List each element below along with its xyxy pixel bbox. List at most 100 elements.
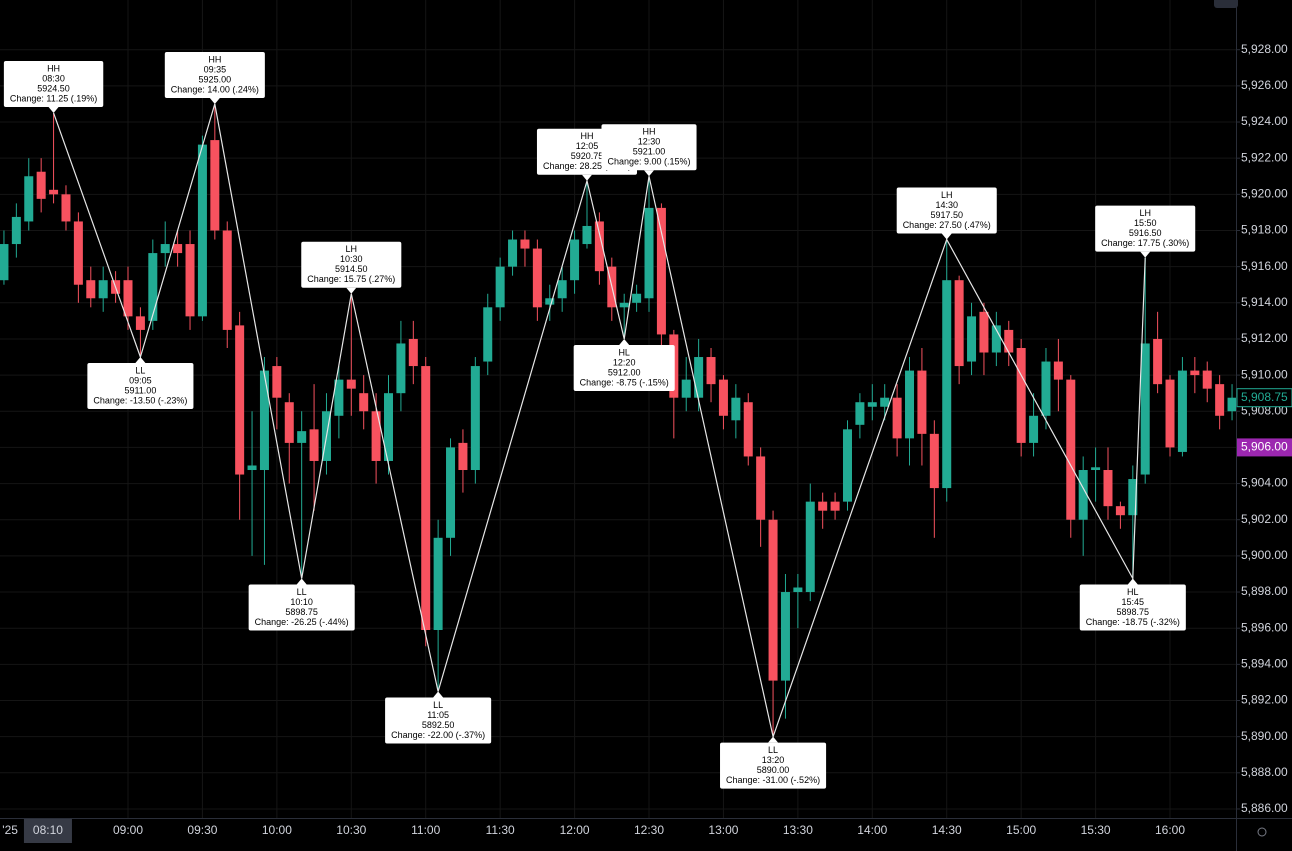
x-tick-label: 11:00	[411, 823, 440, 837]
candle-body	[954, 280, 964, 367]
candle-body	[123, 280, 133, 317]
candle-body	[272, 366, 282, 398]
crosshair-time-box	[23, 819, 72, 843]
candle-body	[408, 338, 418, 367]
y-tick-label: 5,926.00	[1241, 78, 1288, 92]
pivot-pointer	[346, 287, 357, 294]
candle-body	[346, 379, 356, 389]
pivot-text: Change: 11.25 (.19%)	[10, 93, 97, 103]
y-tick-label: 5,898.00	[1241, 584, 1288, 598]
candle-body	[1165, 379, 1175, 448]
candle-body	[694, 357, 704, 398]
candle-body	[396, 343, 406, 394]
pivot-text: Change: 17.75 (.30%)	[1101, 238, 1189, 248]
candle-body	[942, 280, 952, 489]
candle-body	[259, 370, 269, 471]
candle-body	[433, 537, 443, 630]
pivot-text: HH	[580, 131, 593, 141]
candle-body	[495, 266, 505, 308]
candle-body	[49, 189, 59, 195]
candle-body	[458, 442, 468, 471]
pivot-pointer	[296, 578, 307, 585]
pivot-pointer	[581, 174, 592, 181]
pivot-text: Change: -8.75 (-.15%)	[580, 377, 669, 387]
add-button[interactable]	[1214, 0, 1238, 8]
candle-body	[284, 402, 294, 443]
candle-body	[681, 379, 691, 398]
pivot-text: Change: -18.75 (-.32%)	[1086, 617, 1180, 627]
candle-body	[619, 302, 629, 308]
pivot-pointer	[941, 233, 952, 240]
x-tick-label: 12:00	[560, 823, 590, 837]
pivot-text: 5921.00	[633, 147, 666, 157]
pivot-text: 5925.00	[199, 74, 232, 84]
candle-body	[929, 433, 939, 489]
candle-body	[1066, 379, 1076, 520]
pivot-box	[248, 584, 355, 631]
pivot-text: HH	[643, 127, 656, 137]
pivot-text: 5917.50	[930, 210, 963, 220]
candle-body	[1215, 384, 1225, 416]
pivot-text: 5916.50	[1129, 228, 1162, 238]
pivot-text: Change: 28.25 (.48%)	[543, 161, 631, 171]
y-tick-label: 5,916.00	[1241, 259, 1288, 273]
candle-body	[905, 370, 915, 439]
candle-body	[1103, 470, 1113, 507]
pivot-pointer	[1127, 578, 1138, 585]
pivot-text: LL	[297, 587, 307, 597]
candle-body	[470, 366, 480, 471]
candle-body	[632, 293, 642, 303]
pivot-box	[1095, 205, 1196, 252]
pivot-pointer	[433, 691, 444, 698]
pivot-text: 5920.75	[571, 151, 604, 161]
pivot-text: LH	[941, 190, 953, 200]
pivot-text: 14:30	[935, 200, 958, 210]
candle-body	[644, 207, 654, 299]
pivot-text: 10:30	[340, 254, 363, 264]
y-tick-label: 5,896.00	[1241, 620, 1288, 634]
pivot-box	[720, 742, 827, 789]
candle-body	[247, 465, 257, 471]
pivot-box	[896, 187, 997, 234]
pivot-text: Change: 15.75 (.27%)	[307, 274, 395, 284]
candle-body	[1115, 506, 1125, 516]
candles	[0, 103, 1236, 737]
candle-body	[24, 176, 34, 222]
pivot-box	[601, 124, 697, 171]
candle-body	[867, 402, 877, 407]
settings-icon[interactable]	[1257, 827, 1267, 837]
candle-body	[805, 501, 815, 593]
x-tick-label: 09:30	[187, 823, 217, 837]
pivot-text: 12:05	[576, 141, 599, 151]
candle-body	[73, 221, 83, 285]
pivot-box	[1079, 584, 1186, 631]
pivot-text: LL	[433, 700, 443, 710]
candle-body	[173, 244, 183, 254]
pivot-text: 5892.50	[422, 720, 455, 730]
candle-body	[1078, 470, 1088, 520]
pivot-pointer	[209, 97, 220, 104]
candle-body	[371, 411, 381, 461]
candle-body	[793, 587, 803, 593]
candle-body	[545, 298, 555, 305]
candle-body	[222, 230, 232, 330]
candle-body	[160, 244, 170, 254]
pivot-text: 5898.75	[285, 607, 318, 617]
candle-body	[582, 225, 592, 245]
candle-body	[768, 519, 778, 681]
y-tick-label: 5,910.00	[1241, 367, 1288, 381]
price-marker-box	[1236, 388, 1292, 408]
y-tick-label: 5,886.00	[1241, 801, 1288, 815]
candle-body	[61, 194, 71, 222]
x-tick-label: 12:30	[634, 823, 664, 837]
candle-body	[1128, 479, 1138, 516]
candle-body	[508, 239, 518, 267]
candle-body	[979, 311, 989, 353]
x-tick-label: 08:10	[33, 823, 63, 837]
